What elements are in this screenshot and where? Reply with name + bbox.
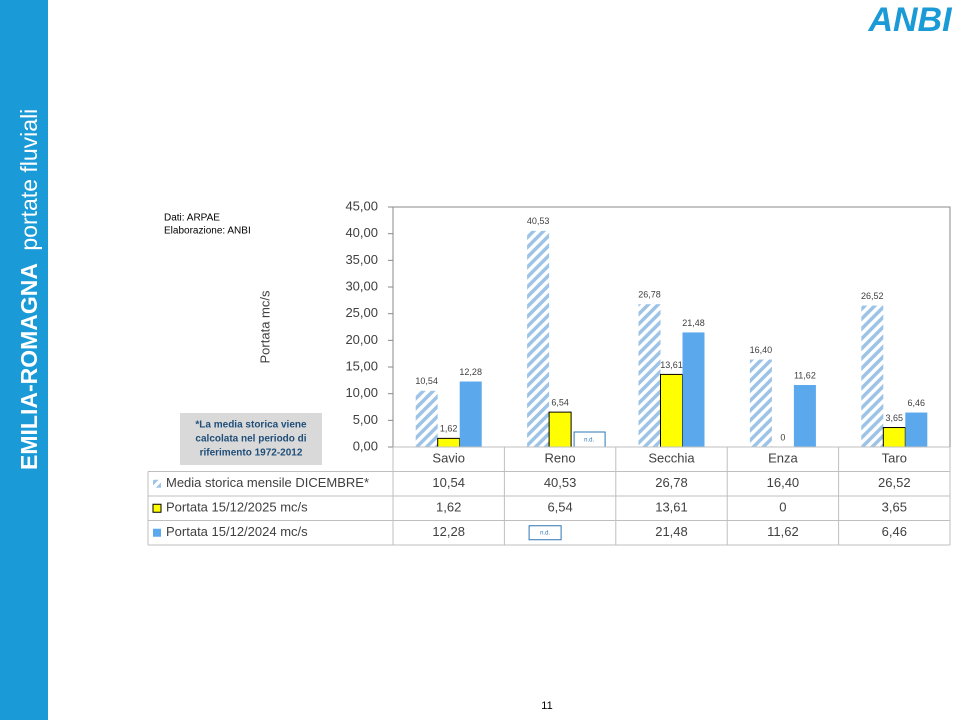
x-tick-label: Enza xyxy=(768,451,798,466)
value-label: 26,52 xyxy=(861,291,884,301)
nd-box xyxy=(528,525,562,541)
bar xyxy=(682,332,705,447)
legend-label: Media storica mensile DICEMBRE* xyxy=(166,475,369,490)
sidebar-subtitle: portate fluviali xyxy=(16,109,42,251)
page-number: 11 xyxy=(541,700,552,712)
y-tick-label: 25,00 xyxy=(345,305,378,320)
legend-swatch xyxy=(152,503,162,513)
table-cell: 0 xyxy=(779,500,786,515)
table-cell: n.d. xyxy=(540,530,550,536)
value-label: 11,62 xyxy=(794,370,816,380)
table-cell: 10,54 xyxy=(432,475,465,490)
value-label: 6,54 xyxy=(551,397,569,407)
source-line: Dati: ARPAE xyxy=(164,213,220,224)
value-label: 6,46 xyxy=(908,398,926,408)
bar xyxy=(882,427,906,448)
table-cell: 6,54 xyxy=(547,500,572,515)
x-tick-label: Savio xyxy=(432,451,465,466)
bar xyxy=(437,437,461,448)
y-tick-label: 20,00 xyxy=(345,332,378,347)
value-label: 13,61 xyxy=(660,360,683,370)
bar xyxy=(749,359,772,447)
value-label: 10,54 xyxy=(415,376,438,386)
bar xyxy=(638,304,661,447)
bar xyxy=(527,230,550,447)
table-cell: 26,52 xyxy=(878,475,911,490)
y-tick-label: 40,00 xyxy=(345,225,378,240)
table-cell: 6,46 xyxy=(882,524,907,539)
y-tick-label: 0,00 xyxy=(353,438,378,453)
note-line: *La media storica viene xyxy=(195,420,307,431)
bar xyxy=(905,412,928,447)
y-tick-label: 30,00 xyxy=(345,278,378,293)
x-tick-label: Taro xyxy=(882,451,907,466)
logo: ANBI xyxy=(867,1,953,39)
value-label: 40,53 xyxy=(527,216,550,226)
legend-label: Portata 15/12/2025 mc/s xyxy=(166,500,308,515)
source-line: Elaborazione: ANBI xyxy=(164,226,251,237)
legend-swatch xyxy=(153,479,161,488)
y-tick-label: 45,00 xyxy=(345,198,378,213)
y-tick-label: 35,00 xyxy=(345,252,378,267)
y-tick-label: 5,00 xyxy=(353,412,378,427)
value-label: 12,28 xyxy=(459,367,482,377)
table-cell: 16,40 xyxy=(767,475,800,490)
table-cell: 1,62 xyxy=(436,500,461,515)
bar xyxy=(793,385,816,447)
table-cell: 40,53 xyxy=(544,475,577,490)
x-tick-label: Reno xyxy=(545,451,576,466)
table-cell: 21,48 xyxy=(655,524,688,539)
y-tick-label: 10,00 xyxy=(345,385,378,400)
sidebar-title: EMILIA-ROMAGNA xyxy=(16,263,42,470)
sidebar xyxy=(0,0,48,720)
y-axis-label: Portata mc/s xyxy=(257,290,272,363)
table-cell: 3,65 xyxy=(882,500,907,515)
legend-label: Portata 15/12/2024 mc/s xyxy=(166,524,308,539)
value-label: n.d. xyxy=(584,438,594,444)
value-label: 0 xyxy=(780,432,785,442)
x-tick-label: Secchia xyxy=(648,451,695,466)
bar xyxy=(415,390,438,447)
legend-swatch xyxy=(153,528,161,537)
bar xyxy=(660,373,683,448)
value-label: 3,65 xyxy=(886,413,904,423)
value-label: 16,40 xyxy=(750,345,773,355)
note-line: riferimento 1972-2012 xyxy=(200,448,303,459)
bar xyxy=(548,411,572,448)
table-cell: 26,78 xyxy=(655,475,688,490)
table-cell: 11,62 xyxy=(767,524,799,539)
bar xyxy=(861,305,884,447)
table-cell: 13,61 xyxy=(655,500,688,515)
value-label: 26,78 xyxy=(638,290,661,300)
value-label: 1,62 xyxy=(440,424,458,434)
sidebar-text: EMILIA-ROMAGNA portate fluviali xyxy=(16,109,42,470)
bar xyxy=(459,381,482,447)
note-box xyxy=(180,413,322,465)
y-tick-label: 15,00 xyxy=(345,358,378,373)
value-label: 21,48 xyxy=(682,318,705,328)
table-cell: 12,28 xyxy=(432,524,465,539)
note-line: calcolata nel periodo di xyxy=(195,434,306,445)
